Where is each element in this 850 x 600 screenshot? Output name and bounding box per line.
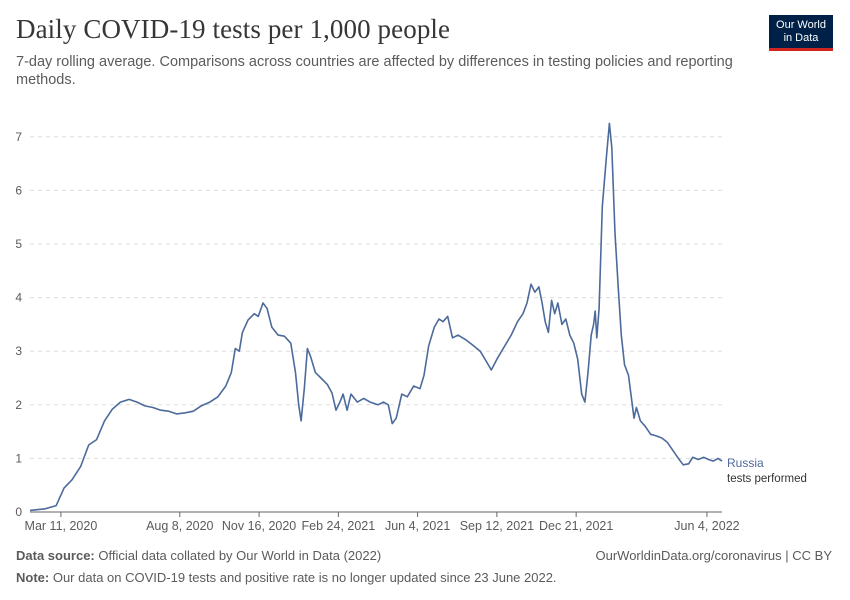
x-tick-label: Mar 11, 2020 [25, 519, 98, 533]
y-tick-label: 1 [15, 451, 22, 465]
y-axis: 0 1 2 3 4 5 6 7 [15, 130, 22, 519]
data-source: Data source: Official data collated by O… [16, 548, 381, 563]
credit-link[interactable]: OurWorldinData.org/coronavirus | CC BY [595, 548, 832, 563]
chart-subtitle: 7-day rolling average. Comparisons acros… [16, 54, 733, 88]
data-source-text: Official data collated by Our World in D… [98, 548, 382, 563]
y-tick-label: 4 [15, 291, 22, 305]
series-labels: Russia tests performed [727, 456, 807, 485]
note-text: Our data on COVID-19 tests and positive … [52, 570, 557, 585]
x-tick-label: Sep 12, 2021 [460, 519, 534, 533]
x-axis: Mar 11, 2020 Aug 8, 2020 Nov 16, 2020 Feb 2… [25, 511, 740, 533]
owid-logo[interactable]: Our World in Data [769, 15, 833, 51]
series-sublabel: tests performed [727, 473, 807, 485]
series-group [29, 122, 723, 512]
series-label-russia: Russia [727, 456, 764, 470]
x-tick-label: Dec 21, 2021 [539, 519, 613, 533]
x-tick-label: Jun 4, 2022 [674, 519, 739, 533]
x-tick-label: Feb 24, 2021 [302, 519, 376, 533]
x-tick-label: Jun 4, 2021 [385, 519, 450, 533]
note-label: Note: [16, 570, 50, 585]
gridlines [30, 136, 722, 459]
x-tick-label: Nov 16, 2020 [222, 519, 296, 533]
series-line-russia [29, 122, 723, 512]
logo-line-2: in Data [783, 31, 819, 44]
data-source-label: Data source: [16, 548, 95, 563]
logo-line-1: Our World [776, 19, 826, 31]
y-tick-label: 3 [15, 344, 22, 358]
chart-title: Daily COVID-19 tests per 1,000 people [16, 14, 451, 44]
x-tick-label: Aug 8, 2020 [146, 519, 213, 533]
y-tick-label: 2 [15, 398, 22, 412]
y-tick-label: 7 [15, 130, 22, 144]
y-tick-label: 0 [15, 505, 22, 519]
y-tick-label: 5 [15, 237, 22, 251]
note: Note: Our data on COVID-19 tests and pos… [16, 570, 557, 585]
y-tick-label: 6 [15, 183, 22, 197]
